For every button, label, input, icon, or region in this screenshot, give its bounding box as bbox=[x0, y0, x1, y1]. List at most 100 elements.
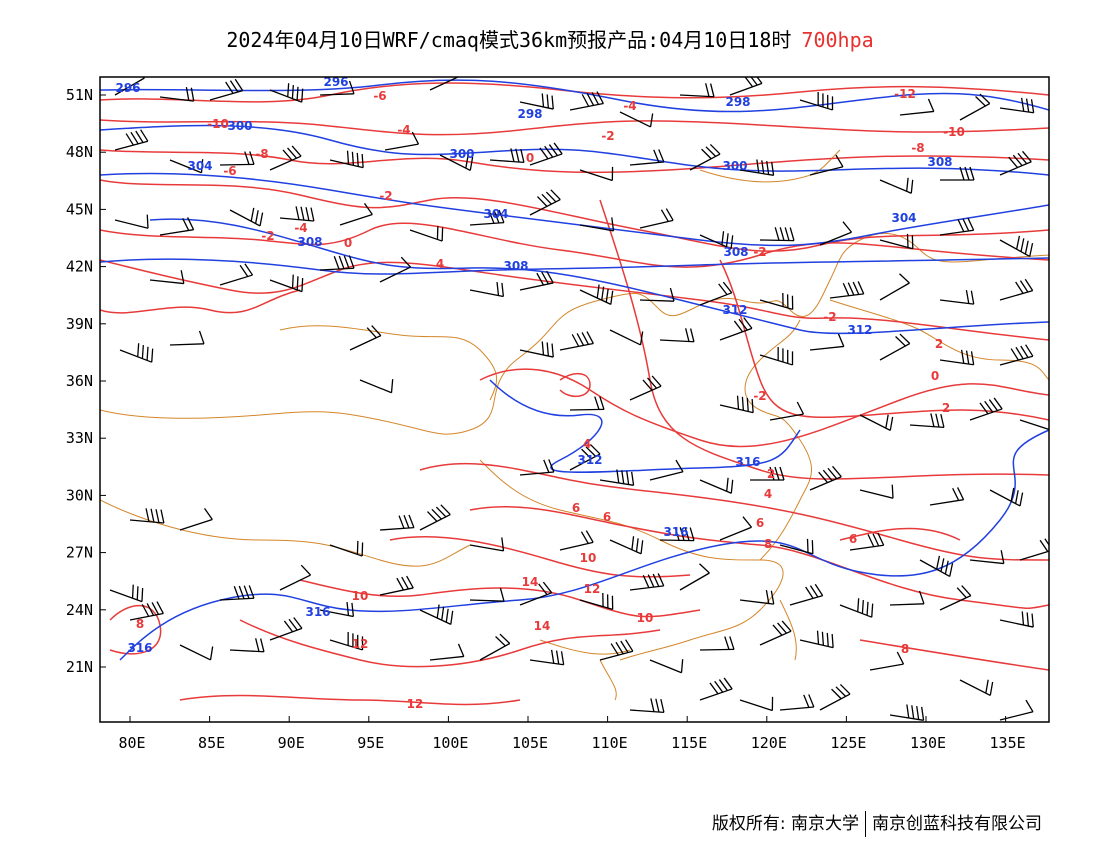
wind-barb bbox=[739, 590, 775, 605]
temperature-contour-label: 0 bbox=[526, 151, 534, 165]
height-contour-label: 308 bbox=[927, 155, 952, 169]
wind-barb bbox=[809, 333, 845, 351]
wind-barb bbox=[119, 343, 154, 363]
wind-barb bbox=[759, 293, 794, 310]
wind-barb bbox=[739, 696, 774, 712]
pressure-level: 700hpa bbox=[801, 28, 874, 52]
temperature-contour-label: 10 bbox=[637, 611, 654, 625]
wind-barb bbox=[519, 93, 554, 110]
wind-barb bbox=[849, 532, 885, 551]
wind-barb bbox=[719, 317, 753, 341]
wind-barb bbox=[469, 587, 505, 602]
footer-separator bbox=[865, 811, 866, 837]
wind-barb bbox=[169, 330, 205, 346]
temperature-contour-label: -2 bbox=[753, 389, 766, 403]
border-line bbox=[100, 499, 471, 567]
lat-tick-label: 21N bbox=[66, 658, 93, 676]
temperature-contour-label: -2 bbox=[379, 189, 392, 203]
latitude-labels: 51N 48N 45N 42N 39N 36N 33N 30N 27N 24N 21N bbox=[66, 86, 93, 676]
wind-barb bbox=[759, 346, 794, 366]
height-contour-label: 308 bbox=[297, 235, 322, 249]
wind-barb bbox=[649, 659, 684, 674]
temperature-contour-label: -8 bbox=[255, 147, 268, 161]
wind-barb bbox=[599, 639, 634, 661]
border-line bbox=[100, 232, 1049, 435]
border-line bbox=[779, 599, 797, 661]
wind-barb bbox=[939, 349, 975, 366]
wind-barb bbox=[869, 651, 905, 671]
temperature-contour-label: 8 bbox=[136, 617, 144, 631]
wind-barb bbox=[579, 217, 615, 232]
wind-barb bbox=[379, 575, 414, 596]
height-contour-label: 298 bbox=[517, 107, 542, 121]
temperature-contour-label: 10 bbox=[580, 551, 597, 565]
wind-barb bbox=[319, 601, 355, 618]
temperature-contour-label: 2 bbox=[935, 337, 943, 351]
wind-barb bbox=[419, 604, 454, 625]
temperature-contour-line bbox=[179, 694, 521, 706]
wind-barb bbox=[819, 683, 851, 711]
wind-barb bbox=[359, 379, 394, 394]
temperature-contour-line bbox=[299, 579, 701, 618]
wind-barb bbox=[959, 93, 991, 121]
wind-barb bbox=[839, 598, 874, 618]
wind-barb bbox=[529, 142, 563, 166]
wind-barb bbox=[159, 87, 195, 102]
wind-barb bbox=[999, 611, 1034, 628]
temperature-contour-label: 6 bbox=[603, 510, 611, 524]
wind-barb bbox=[959, 679, 994, 697]
wind-barb bbox=[129, 601, 164, 621]
temperature-contour-line bbox=[100, 149, 1049, 174]
temperature-contours bbox=[100, 82, 1049, 706]
wind-barb bbox=[939, 290, 975, 305]
height-contour-label: 300 bbox=[227, 119, 252, 133]
wind-barb bbox=[519, 459, 555, 476]
plot-frame bbox=[99, 76, 1050, 723]
copyright-left: 版权所有: 南京大学 bbox=[711, 814, 859, 834]
height-contour-label: 316 bbox=[735, 455, 760, 469]
temperature-contour-line bbox=[559, 373, 591, 397]
longitude-labels: 80E 85E 90E 95E 100E 105E 110E 115E 120E 125E 130E… bbox=[118, 734, 1025, 752]
wind-barb bbox=[179, 507, 213, 531]
temperature-contour-label: 12 bbox=[407, 697, 424, 711]
wind-barb bbox=[229, 638, 265, 653]
wind-barb bbox=[129, 508, 165, 524]
temperature-contour-label: 4 bbox=[764, 487, 772, 501]
wind-barb bbox=[269, 83, 304, 103]
wind-barb bbox=[559, 530, 594, 551]
temperature-contour-label: -8 bbox=[911, 141, 924, 155]
wind-barb bbox=[659, 328, 695, 343]
wind-barb bbox=[879, 233, 914, 250]
wind-barb bbox=[479, 633, 511, 661]
height-contour-label: 308 bbox=[503, 259, 528, 273]
temperature-contour-line bbox=[100, 119, 1049, 136]
copyright-footer: 版权所有: 南京大学 南京创蓝科技有限公司 bbox=[712, 809, 1042, 837]
border-line bbox=[599, 659, 617, 701]
wind-barb bbox=[859, 484, 894, 499]
wind-barb bbox=[579, 166, 614, 182]
wind-barb bbox=[579, 593, 614, 610]
country-borders bbox=[100, 149, 1049, 701]
wind-barb bbox=[649, 459, 684, 481]
temperature-contour-label: 4 bbox=[436, 257, 444, 271]
title-text: 2024年04月10日WRF/cmaq模式36km预报产品:04月10日18时 bbox=[226, 28, 792, 52]
wind-barb bbox=[109, 584, 144, 603]
wind-barb bbox=[879, 273, 910, 301]
temperature-contour-line bbox=[859, 639, 1049, 671]
temperature-contour-label: -2 bbox=[261, 229, 274, 243]
wind-barb bbox=[909, 413, 945, 429]
height-contour-label: 308 bbox=[723, 245, 748, 259]
wind-barb bbox=[469, 537, 505, 552]
wind-barb bbox=[759, 620, 792, 646]
temperature-contour-line bbox=[109, 604, 162, 655]
temperature-contour-label: -2 bbox=[823, 310, 836, 324]
wind-barb bbox=[679, 563, 710, 591]
wind-barb bbox=[219, 151, 255, 166]
wind-barb bbox=[339, 202, 373, 226]
temperature-contour-label: 12 bbox=[352, 637, 369, 651]
wind-barb bbox=[939, 585, 972, 611]
wind-barb bbox=[269, 145, 302, 171]
lon-tick-label: 125E bbox=[830, 734, 866, 752]
height-contours bbox=[100, 79, 1049, 661]
height-contour-line bbox=[119, 429, 1049, 661]
